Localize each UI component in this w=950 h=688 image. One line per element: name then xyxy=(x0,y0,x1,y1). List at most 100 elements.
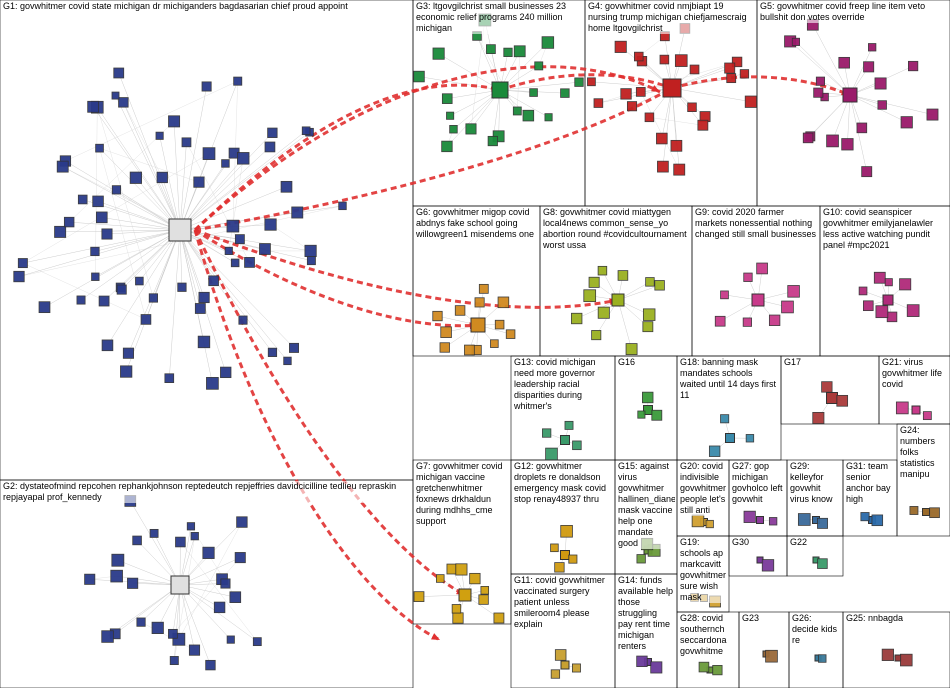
node-G3-6[interactable] xyxy=(466,124,476,134)
node-G4-18[interactable] xyxy=(660,55,669,64)
node-G3-0[interactable] xyxy=(530,89,538,97)
node-G4-0[interactable] xyxy=(745,96,756,107)
node-G1-46[interactable] xyxy=(157,172,167,182)
node-G5-3[interactable] xyxy=(862,167,872,177)
node-G4-14[interactable] xyxy=(615,41,626,52)
node-G1-11[interactable] xyxy=(195,303,205,313)
node-G29-0[interactable] xyxy=(817,518,827,528)
node-G1-61[interactable] xyxy=(302,127,310,135)
node-G1-21[interactable] xyxy=(149,294,157,302)
node-G1-10[interactable] xyxy=(199,292,209,302)
node-G4-4[interactable] xyxy=(671,140,682,151)
node-G1-44[interactable] xyxy=(114,68,124,78)
node-G2-6[interactable] xyxy=(170,656,178,664)
node-G13-0[interactable] xyxy=(573,441,582,450)
hub-node-G3[interactable] xyxy=(492,82,508,98)
node-G6-0[interactable] xyxy=(506,330,515,339)
node-G1-24[interactable] xyxy=(92,273,100,281)
node-G5-10[interactable] xyxy=(816,77,824,85)
hub-node-G4[interactable] xyxy=(663,79,681,97)
node-G25-1[interactable] xyxy=(882,649,893,660)
node-G4-23[interactable] xyxy=(740,70,748,78)
node-G1-7[interactable] xyxy=(209,276,219,286)
node-G5-12[interactable] xyxy=(792,38,799,45)
node-G6-11[interactable] xyxy=(495,320,504,329)
node-G3-7[interactable] xyxy=(442,141,453,152)
node-G1-3[interactable] xyxy=(231,259,239,267)
node-G4-13[interactable] xyxy=(587,78,595,86)
node-G1-8[interactable] xyxy=(289,343,298,352)
node-G6-9[interactable] xyxy=(479,284,488,293)
node-G1-54[interactable] xyxy=(194,177,204,187)
node-G5-7[interactable] xyxy=(803,133,813,143)
node-G1-17[interactable] xyxy=(141,315,151,325)
node-G17-1[interactable] xyxy=(813,412,824,423)
node-G3-10[interactable] xyxy=(442,94,452,104)
hub-node-G18[interactable] xyxy=(726,434,735,443)
node-G2-8[interactable] xyxy=(152,622,163,633)
node-G28-1[interactable] xyxy=(699,662,709,672)
node-G2-3[interactable] xyxy=(206,660,216,670)
node-G12-1[interactable] xyxy=(555,563,564,572)
node-G8-0[interactable] xyxy=(643,309,655,321)
node-G3-16[interactable] xyxy=(504,48,512,56)
node-G5-1[interactable] xyxy=(901,117,912,128)
node-G17-2[interactable] xyxy=(822,382,832,392)
node-G1-1[interactable] xyxy=(245,257,255,267)
node-G3-8[interactable] xyxy=(450,125,458,133)
node-G1-49[interactable] xyxy=(156,132,163,139)
node-G1-41[interactable] xyxy=(88,101,99,112)
node-G16-0[interactable] xyxy=(652,410,662,420)
node-G10-4[interactable] xyxy=(859,287,867,295)
node-G2-10[interactable] xyxy=(137,618,145,626)
node-G6-4[interactable] xyxy=(440,343,450,353)
node-G2-17[interactable] xyxy=(150,529,158,537)
node-G9-0[interactable] xyxy=(782,301,794,313)
node-G5-9[interactable] xyxy=(814,88,823,97)
node-G5-15[interactable] xyxy=(868,44,875,51)
node-G1-2[interactable] xyxy=(225,247,232,254)
node-G8-3[interactable] xyxy=(592,330,601,339)
node-G29-1[interactable] xyxy=(798,514,810,526)
node-G3-12[interactable] xyxy=(433,48,444,59)
node-G4-10[interactable] xyxy=(621,89,631,99)
node-G8-4[interactable] xyxy=(598,307,609,318)
node-G4-9[interactable] xyxy=(627,102,636,111)
node-G9-1[interactable] xyxy=(769,315,780,326)
node-G18-0[interactable] xyxy=(746,434,754,442)
node-G1-45[interactable] xyxy=(119,98,129,108)
node-G1-58[interactable] xyxy=(265,142,275,152)
node-G10-3[interactable] xyxy=(863,301,873,311)
node-G5-2[interactable] xyxy=(857,123,867,133)
node-G26-0[interactable] xyxy=(818,655,826,663)
node-G1-9[interactable] xyxy=(206,377,218,389)
node-G7-5[interactable] xyxy=(436,575,444,583)
hub-node-G5[interactable] xyxy=(843,88,857,102)
node-G1-36[interactable] xyxy=(96,212,107,223)
node-G1-6[interactable] xyxy=(268,348,276,356)
node-G5-18[interactable] xyxy=(908,61,917,70)
node-G1-48[interactable] xyxy=(202,82,211,91)
node-G2-1[interactable] xyxy=(253,638,261,646)
hub-node-G13[interactable] xyxy=(561,436,570,445)
node-G2-16[interactable] xyxy=(133,536,142,545)
node-G2-12[interactable] xyxy=(111,570,123,582)
node-G10-6[interactable] xyxy=(885,279,892,286)
node-G13-1[interactable] xyxy=(546,448,558,460)
node-G23-0[interactable] xyxy=(766,650,778,662)
node-G28-0[interactable] xyxy=(713,665,722,674)
node-G1-57[interactable] xyxy=(268,128,277,137)
node-G6-5[interactable] xyxy=(441,327,452,338)
node-G3-2[interactable] xyxy=(523,110,534,121)
node-G3-17[interactable] xyxy=(514,46,525,57)
node-G1-31[interactable] xyxy=(14,271,24,281)
hub-node-G1[interactable] xyxy=(169,219,191,241)
node-G12-3[interactable] xyxy=(561,525,573,537)
node-G9-6[interactable] xyxy=(757,263,768,274)
node-G3-19[interactable] xyxy=(542,37,554,49)
node-G1-59[interactable] xyxy=(237,152,249,164)
node-G7-3[interactable] xyxy=(452,604,461,613)
node-G4-8[interactable] xyxy=(645,113,654,122)
node-G6-1[interactable] xyxy=(490,340,498,348)
node-G8-10[interactable] xyxy=(646,278,655,287)
